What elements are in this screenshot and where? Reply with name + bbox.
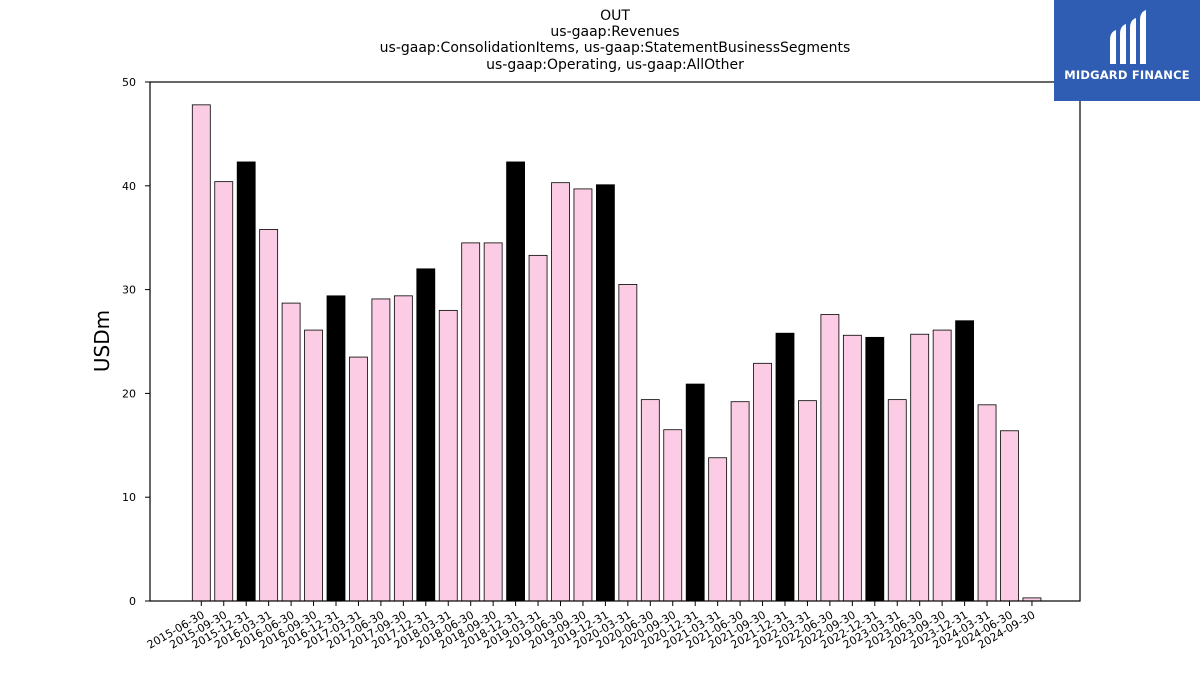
bar-2021-12-31 [775,332,795,602]
bar-2022-09-30 [842,334,862,602]
bar-2018-06-30 [461,242,481,602]
y-tick-label: 40 [122,180,136,193]
title-line-4: us-gaap:Operating, us-gaap:AllOther [486,57,744,73]
bar-2021-03-31 [708,457,728,602]
bar-2021-09-30 [753,362,772,602]
title-line-2: us-gaap:Revenues [550,24,679,40]
bar-2023-09-30 [932,329,952,602]
bar-2022-12-31 [865,336,885,602]
bar-2024-03-31 [977,404,997,602]
bar-2020-06-30 [640,399,660,602]
bar-2018-12-31 [506,161,526,602]
y-tick-label: 30 [122,284,136,297]
y-tick-label: 20 [122,387,136,400]
y-axis-label: USDm [90,310,114,372]
chart-title: OUT us-gaap:Revenues us-gaap:Consolidati… [380,8,851,73]
bar-2023-06-30 [910,333,930,602]
bar-2016-12-31 [326,295,346,602]
y-tick-label: 0 [129,595,136,608]
bar-2015-12-31 [236,161,256,602]
bar-2020-12-31 [685,383,705,602]
bar-2019-06-30 [551,182,570,602]
bar-2023-12-31 [955,320,974,602]
y-tick-label: 50 [122,76,136,89]
bar-2017-06-30 [371,298,391,602]
bar-2019-09-30 [573,188,593,602]
bar-2017-09-30 [393,295,413,602]
bar-2018-03-31 [438,309,458,602]
bar-2020-09-30 [663,429,683,602]
bar-2017-03-31 [349,356,368,602]
bar-2022-06-30 [820,314,840,602]
bar-2018-09-30 [483,242,503,602]
bar-2021-06-30 [730,401,750,602]
brand-logo: MIDGARD FINANCE [1054,0,1200,101]
bar-2024-06-30 [1000,430,1019,602]
bar-2023-03-31 [887,399,907,602]
bar-2019-12-31 [596,184,615,602]
bar-2015-06-30 [191,104,211,602]
bar-2017-12-31 [416,268,436,602]
brand-name: MIDGARD FINANCE [1064,68,1190,82]
logo-mark-icon [1110,10,1146,64]
x-axis: 2015-06-302015-09-302015-12-312016-03-31… [145,601,1037,652]
bar-2022-03-31 [798,400,817,602]
title-line-1: OUT [600,8,630,24]
plot-frame [149,81,1081,602]
bar-2019-03-31 [528,254,548,602]
bar-2016-03-31 [259,228,279,602]
bar-2015-09-30 [214,181,234,602]
bars-group [191,104,1042,602]
title-line-3: us-gaap:ConsolidationItems, us-gaap:Stat… [380,40,851,56]
y-axis: 0 10 20 30 40 50 [122,76,150,608]
y-tick-label: 10 [122,491,136,504]
bar-2016-09-30 [304,329,323,602]
bar-2016-06-30 [281,302,301,602]
bar-2020-03-31 [618,284,638,602]
